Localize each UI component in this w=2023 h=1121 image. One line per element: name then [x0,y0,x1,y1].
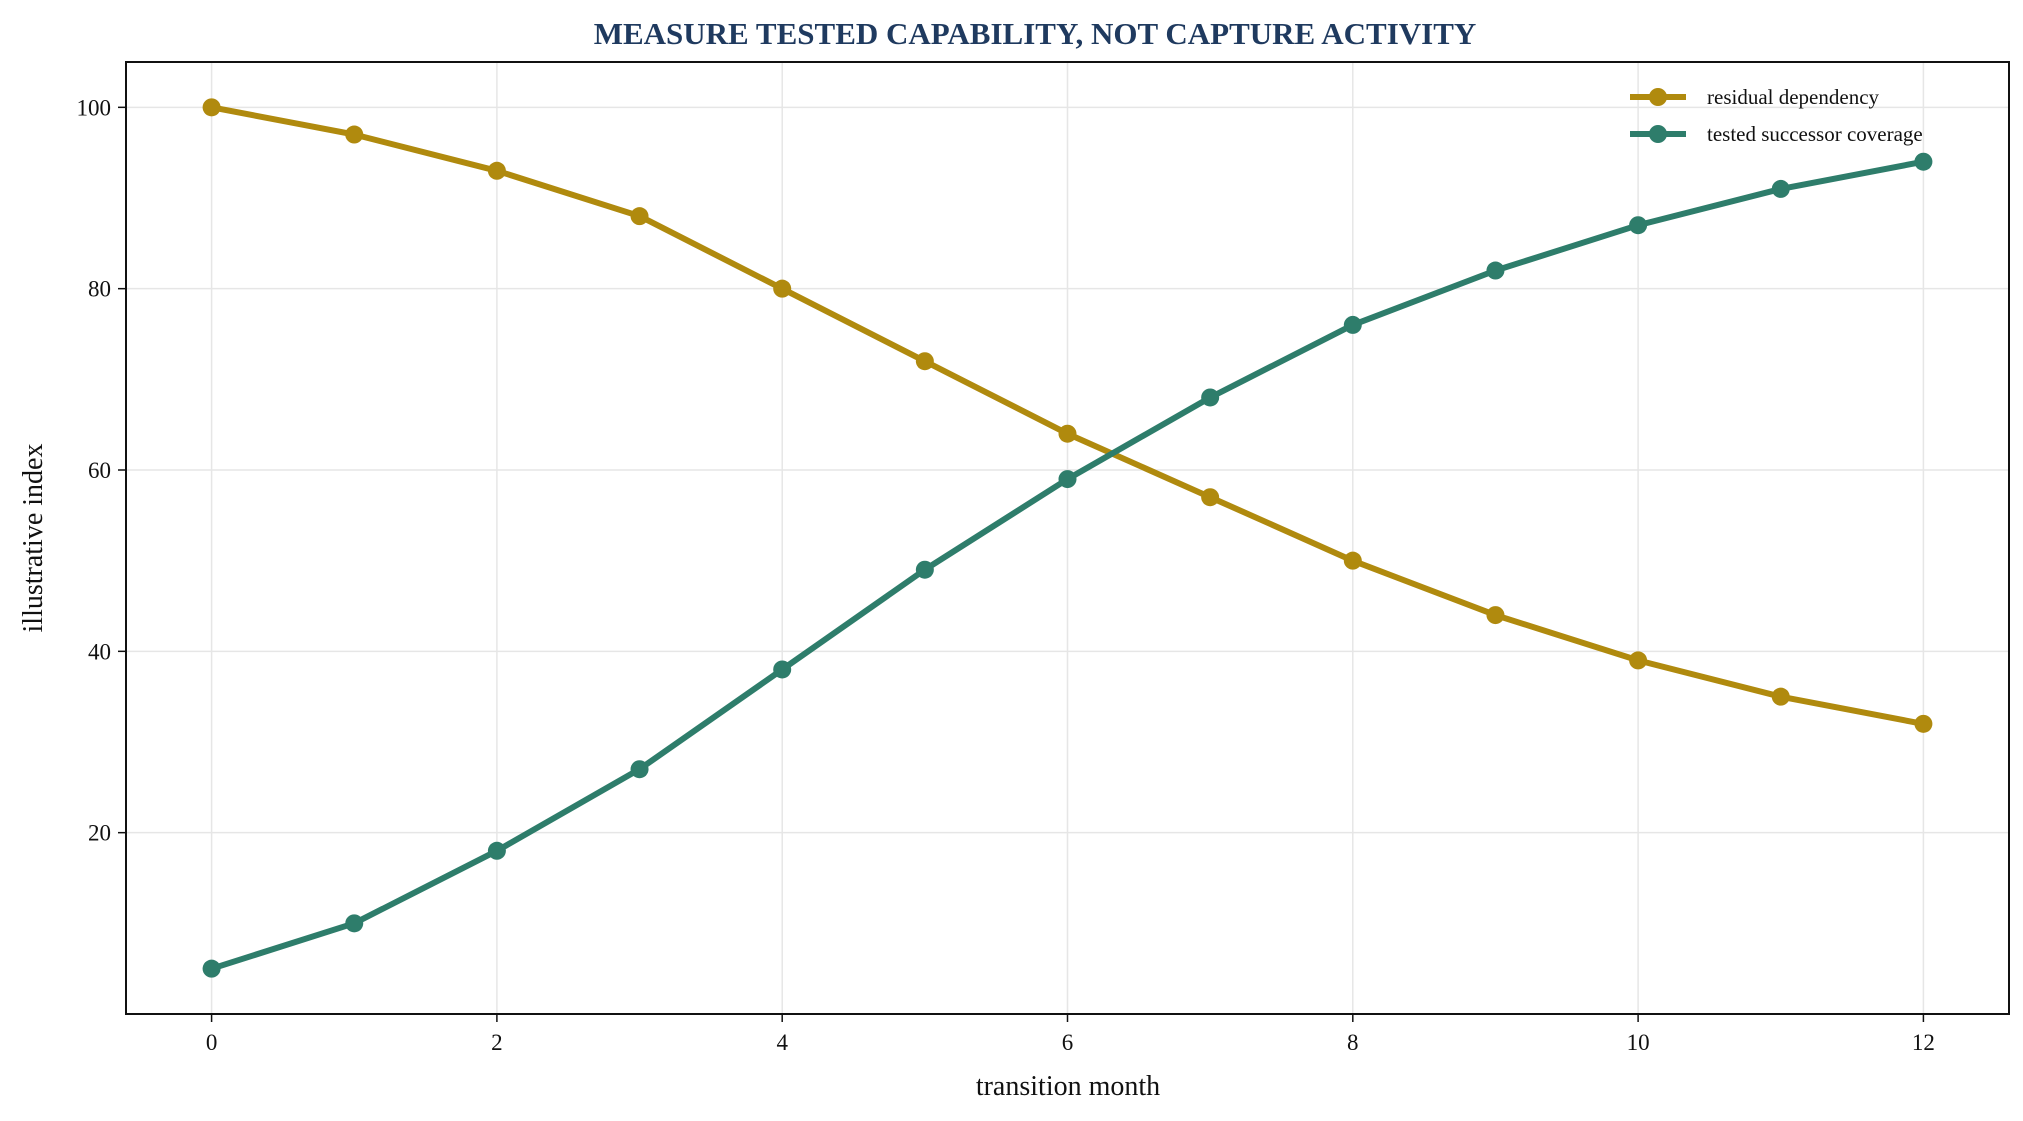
data-point [1771,179,1790,198]
data-point [1201,388,1220,407]
data-point [202,98,221,117]
data-point [1629,216,1648,235]
data-point [1058,424,1077,443]
x-tick-label: 4 [776,1030,788,1055]
x-tick-label: 10 [1627,1030,1650,1055]
legend-marker [1649,125,1667,143]
y-tick-label: 40 [88,639,111,664]
data-point [773,660,792,679]
data-point [1343,551,1362,570]
data-point [1914,152,1933,171]
series-1 [202,152,1933,978]
data-point [1058,470,1077,489]
data-point [1629,651,1648,670]
x-tick-label: 2 [491,1030,503,1055]
x-axis-label: transition month [976,1071,1160,1102]
y-axis: 20 40 60 80 100 [77,95,126,846]
legend-item: residual dependency [1630,85,1880,109]
data-point [1486,606,1505,625]
data-point [345,125,364,144]
chart-title: MEASURE TESTED CAPABILITY, NOT CAPTURE A… [594,16,1477,51]
data-point [1486,261,1505,280]
data-point [915,560,934,579]
x-tick-label: 12 [1912,1030,1935,1055]
data-point [487,161,506,180]
legend-label: residual dependency [1707,85,1880,109]
y-tick-label: 80 [88,277,111,302]
x-axis: 0 2 4 6 8 10 12 [206,1014,1935,1055]
y-axis-label: illustrative index [18,444,49,633]
data-point [345,914,364,933]
y-tick-label: 60 [88,458,111,483]
data-point [773,279,792,298]
legend: residual dependency tested successor cove… [1630,85,1923,146]
x-tick-label: 0 [206,1030,218,1055]
series-0 [202,98,1933,733]
x-tick-label: 8 [1347,1030,1359,1055]
data-point [630,207,649,226]
x-tick-label: 6 [1062,1030,1074,1055]
data-point [487,841,506,860]
y-tick-label: 100 [77,95,112,120]
legend-item: tested successor coverage [1630,122,1923,146]
series-layer [202,98,1933,978]
data-point [1201,488,1220,507]
data-point [1771,687,1790,706]
y-tick-label: 20 [88,821,111,846]
data-point [630,760,649,779]
data-point [915,352,934,371]
legend-label: tested successor coverage [1707,122,1923,146]
legend-marker [1649,88,1667,106]
data-point [1914,714,1933,733]
data-point [202,959,221,978]
data-point [1343,315,1362,334]
